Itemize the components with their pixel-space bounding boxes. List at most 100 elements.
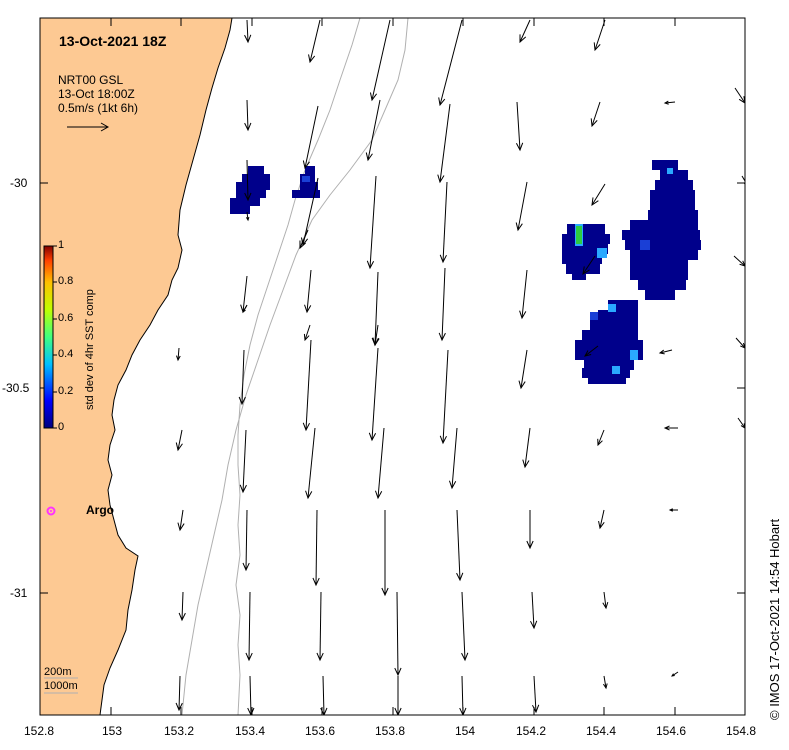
- current-arrow-icon: [602, 591, 609, 610]
- sst-cell: [622, 230, 700, 240]
- current-arrow-icon: [658, 349, 673, 355]
- current-arrow-icon: [374, 427, 385, 500]
- sst-cell: [652, 160, 678, 170]
- current-arrow-icon: [737, 417, 745, 429]
- current-arrow-icon: [598, 509, 605, 530]
- depth-1000-label: 1000m: [44, 680, 78, 692]
- sst-cell: [630, 260, 688, 270]
- x-tick-152.8: 152.8: [24, 724, 55, 738]
- current-arrow-icon: [734, 87, 745, 104]
- x-tick-153.4: 153.4: [235, 724, 266, 738]
- current-arrow-icon: [303, 324, 311, 342]
- sst-cell: [302, 176, 310, 182]
- colorbar-tick-1: 1: [58, 239, 65, 251]
- current-arrow-icon: [175, 675, 183, 712]
- current-arrow-icon: [368, 347, 379, 442]
- current-arrow-icon: [438, 267, 446, 342]
- sst-cell: [292, 190, 320, 198]
- argo-label: Argo: [86, 503, 114, 517]
- sst-cell: [242, 174, 270, 182]
- sst-cell: [572, 272, 586, 280]
- argo-float-marker-icon: [46, 506, 56, 516]
- bathymetry-200m: [235, 18, 361, 715]
- colorbar-tick-0: 0: [58, 421, 65, 433]
- current-arrow-icon: [244, 99, 252, 132]
- sst-cell: [575, 350, 643, 360]
- sst-cell: [608, 304, 616, 312]
- current-arrow-icon: [299, 229, 309, 250]
- bathymetry-1000m: [181, 18, 409, 715]
- sst-cell: [575, 340, 643, 350]
- colorbar-label: std dev of 4hr SST comp: [84, 289, 96, 410]
- current-arrow-icon: [519, 269, 528, 320]
- current-arrow-icon: [597, 429, 605, 447]
- current-arrow-icon: [245, 211, 250, 222]
- current-arrow-icon: [305, 427, 316, 500]
- sst-cell: [584, 360, 634, 370]
- x-tick-153.2: 153.2: [164, 724, 195, 738]
- current-arrow-icon: [304, 269, 312, 314]
- current-arrow-icon: [302, 105, 319, 170]
- current-arrow-icon: [526, 510, 534, 550]
- current-arrow-icon: [733, 255, 745, 267]
- sst-cell: [667, 168, 673, 174]
- current-arrow-icon: [668, 508, 678, 512]
- current-arrow-icon: [518, 349, 528, 390]
- sst-cell: [638, 280, 686, 290]
- sst-cell: [567, 224, 605, 234]
- current-arrow-icon: [741, 175, 745, 185]
- sst-cell: [588, 376, 626, 384]
- current-arrow-icon: [372, 324, 380, 347]
- current-arrow-icon: [244, 159, 252, 202]
- current-arrow-icon: [245, 591, 253, 662]
- colorbar-tick-0.2: 0.2: [58, 385, 74, 397]
- sst-cell: [248, 166, 264, 174]
- current-arrow-icon: [519, 19, 531, 44]
- current-arrow-icon: [461, 591, 469, 662]
- x-tick-154.8: 154.8: [726, 724, 757, 738]
- current-arrow-icon: [602, 675, 608, 690]
- imos-credit: © IMOS 17-Oct-2021 14:54 Hobart: [767, 518, 782, 720]
- current-arrow-icon: [439, 181, 448, 264]
- sst-cell: [650, 190, 695, 200]
- current-arrow-icon: [302, 339, 312, 432]
- current-arrow-icon: [515, 101, 524, 152]
- sst-cell: [630, 250, 698, 260]
- current-arrow-icon: [584, 345, 599, 357]
- x-tick-153: 153: [102, 724, 123, 738]
- current-arrow-icon: [448, 427, 458, 490]
- sst-cell: [300, 182, 318, 190]
- current-arrow-icon: [735, 337, 745, 349]
- y-tick--30.5: -30.5: [2, 381, 30, 395]
- sst-cell: [660, 170, 688, 180]
- map-title: 13-Oct-2021 18Z: [59, 33, 167, 49]
- current-arrow-icon: [242, 304, 248, 314]
- x-tick-154.6: 154.6: [656, 724, 687, 738]
- current-arrow-icon: [244, 19, 252, 44]
- x-tick-154: 154: [455, 724, 476, 738]
- sst-cell: [645, 290, 675, 300]
- legend-time: 13-Oct 18:00Z: [58, 87, 135, 101]
- sst-cell: [236, 182, 270, 190]
- current-arrow-icon: [670, 671, 679, 677]
- sst-cell: [305, 166, 315, 174]
- current-arrow-icon: [316, 591, 324, 662]
- sst-cell: [598, 310, 638, 320]
- colorbar-tick-0.8: 0.8: [58, 275, 74, 287]
- current-arrow-icon: [591, 183, 606, 207]
- sst-cell: [590, 320, 638, 330]
- sst-cell: [630, 350, 638, 360]
- current-arrow-icon: [247, 675, 255, 715]
- sst-cell: [608, 300, 638, 310]
- current-arrows: [175, 19, 745, 715]
- scale-arrow-icon: [67, 122, 110, 132]
- current-arrow-icon: [178, 591, 186, 622]
- current-arrow-icon: [394, 591, 402, 677]
- sst-cell: [576, 226, 582, 244]
- sst-cell: [655, 180, 693, 190]
- current-arrow-icon: [663, 100, 676, 105]
- current-arrow-icon: [582, 255, 596, 276]
- sst-cell: [625, 240, 701, 250]
- colorbar-tick-0.4: 0.4: [58, 348, 74, 360]
